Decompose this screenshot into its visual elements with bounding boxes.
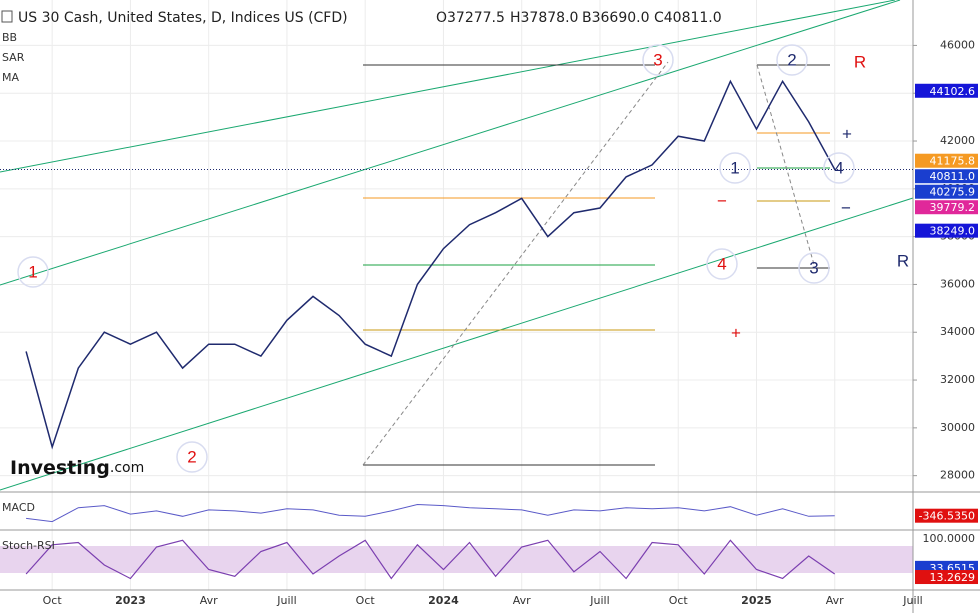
trend-line [362,61,669,466]
wave-label: + [842,124,852,143]
macd-name: MACD [2,501,35,514]
wave-label: 1 [28,262,37,281]
wave-label: − [841,198,851,217]
stoch-value: 100.0000 [923,532,976,545]
wave-label: 1 [730,158,739,177]
macd-line [26,503,835,523]
trend-line [756,64,816,269]
wave-label: + [731,323,741,342]
stoch-name: Stoch-RSI [2,539,55,552]
wave-label: 3 [809,258,818,277]
wave-label: 2 [787,50,796,69]
plot: 2800030000320003400036000380004000042000… [0,38,978,607]
price-label: 38249.0 [930,225,976,238]
macd-value-box [915,508,978,523]
price-line [25,79,836,450]
wave-circle [642,44,674,76]
y-tick-label: 28000 [940,469,975,482]
price-label-box [915,169,978,184]
wave-label: R [854,52,866,71]
price-label-box [915,200,978,215]
wave-circle [719,152,751,184]
x-tick-label: Juill [902,594,922,607]
wave-circle [706,248,738,280]
x-tick-label: Avr [826,594,844,607]
x-tick-label: Oct [356,594,376,607]
stoch-value-box [915,570,978,585]
indicator-label[interactable]: SAR [2,51,25,64]
ohlc-close: C40811.0 [654,10,722,26]
price-label: 40811.0 [930,170,976,183]
y-tick-label: 36000 [940,277,975,290]
channel-line [0,197,914,491]
wave-label: 4 [717,254,726,273]
wave-label: 3 [653,50,662,69]
x-tick-label: Juill [276,594,296,607]
wave-circle [17,256,49,288]
indicator-label[interactable]: MA [2,71,19,84]
y-tick-label: 34000 [940,325,975,338]
x-tick-label: Avr [513,594,531,607]
logo: Investing.com [10,457,144,479]
wave-label: R [897,251,909,270]
wave-label: 4 [834,158,843,177]
stoch-value-box [915,531,978,545]
ohlc-open: O37277.5 [436,10,505,26]
price-label-box [915,83,978,98]
stoch-value: 13.2629 [930,571,976,584]
wave-circle [823,152,855,184]
x-tick-label: 2025 [741,594,772,607]
x-tick-label: 2024 [428,594,459,607]
y-tick-label: 32000 [940,373,975,386]
x-tick-label: Oct [669,594,689,607]
price-label-box [915,184,978,199]
y-tick-label: 42000 [940,134,975,147]
wave-circle [798,252,830,284]
channel-line [0,0,901,286]
x-tick-label: Juill [589,594,609,607]
y-tick-label: 46000 [940,38,975,51]
wave-label: − [717,191,727,210]
price-label: 39779.2 [930,201,976,214]
price-label-box [915,223,978,238]
x-tick-label: Avr [200,594,218,607]
price-label: 41175.8 [930,155,976,168]
wave-label: 2 [187,447,196,466]
header-icon [1,10,13,23]
x-tick-label: 2023 [115,594,146,607]
indicator-label[interactable]: BB [2,31,17,44]
stoch-band [0,546,913,573]
wave-circle [776,44,808,76]
ohlc-bid: B36690.0 [582,10,650,26]
chart-title: US 30 Cash, United States, D, Indices US… [18,10,348,26]
y-tick-label: 30000 [940,421,975,434]
stoch-line [25,539,836,580]
price-label: 40275.9 [930,186,976,199]
ohlc-high: H37878.0 [510,10,578,26]
x-tick-label: Oct [43,594,63,607]
wave-circle [176,441,208,473]
channel-line [0,0,896,173]
price-label-box [915,153,978,168]
macd-value: -346.5350 [919,510,975,523]
price-label: 44102.6 [930,85,976,98]
